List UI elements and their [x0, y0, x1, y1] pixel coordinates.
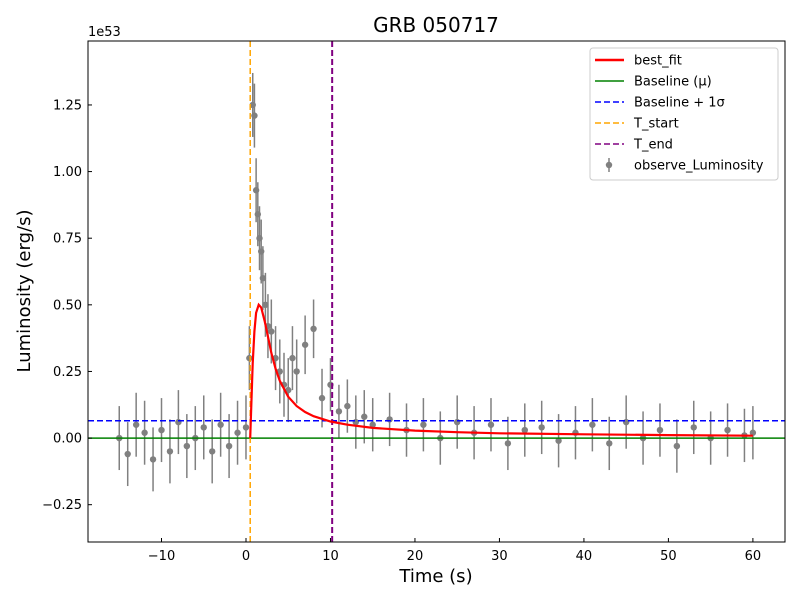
data-point: [256, 235, 263, 242]
y-tick-label: −0.25: [42, 498, 82, 513]
y-tick-label: 0.00: [53, 432, 82, 447]
data-point: [521, 426, 528, 434]
data-point: [262, 301, 269, 309]
ticks: −10 0 10 20 30 40 50 60 −0.25 0.00 0.25 0.50 0.75 1.0…: [42, 98, 761, 564]
legend-swatch-marker: [605, 161, 613, 169]
data-point: [589, 421, 596, 428]
x-tick-label: 30: [491, 549, 508, 564]
data-point: [217, 421, 224, 428]
data-point: [242, 424, 250, 431]
data-point: [310, 325, 317, 333]
data-point: [318, 394, 326, 402]
data-point: [361, 413, 368, 420]
data-point: [200, 424, 207, 431]
x-tick-label: −10: [148, 549, 175, 564]
x-tick-label: 50: [660, 549, 677, 564]
data-point: [141, 429, 148, 436]
data-point: [183, 442, 191, 450]
legend-label: Baseline (μ): [634, 75, 712, 90]
legend-label: best_fit: [634, 54, 682, 69]
data-point: [268, 328, 275, 335]
data-point: [344, 402, 351, 410]
data-point: [656, 426, 664, 434]
axes-frame: [87, 40, 786, 543]
data-point: [453, 418, 461, 426]
data-point: [289, 354, 296, 362]
x-tick-label: 40: [576, 549, 593, 564]
legend-box: [589, 47, 779, 181]
x-tick-label: 60: [745, 549, 762, 564]
data-point: [234, 429, 241, 436]
data-point: [386, 416, 393, 423]
y-tick-label: 0.25: [53, 365, 82, 380]
data-point: [622, 418, 630, 426]
legend-label: Baseline + 1σ: [634, 96, 725, 111]
data-point: [175, 418, 182, 426]
legend-label: T_start: [633, 117, 679, 132]
y-axis-label: Luminosity (erg/s): [14, 210, 35, 373]
data-point: [673, 442, 681, 450]
data-point: [538, 424, 545, 431]
data-point: [504, 440, 512, 447]
data-point: [606, 440, 613, 447]
data-point: [749, 429, 757, 436]
x-tick-label: 0: [242, 549, 250, 564]
y-tick-label: 1.25: [53, 98, 82, 113]
plot-area: [88, 41, 785, 542]
y-tick-label: 1.00: [53, 165, 82, 180]
data-point: [690, 424, 697, 431]
data-point: [249, 101, 256, 109]
data-point: [259, 274, 267, 282]
chart-title: GRB 050717: [373, 13, 499, 37]
data-point: [301, 341, 309, 348]
data-point: [335, 408, 343, 415]
y-tick-label: 0.75: [53, 232, 82, 247]
x-tick-label: 20: [407, 549, 424, 564]
data-point: [352, 418, 360, 426]
data-point: [293, 368, 300, 375]
data-point: [124, 450, 131, 458]
data-point: [251, 112, 258, 119]
data-point: [225, 442, 233, 450]
y-offset-text: 1e53: [88, 25, 121, 40]
legend-label: observe_Luminosity: [634, 159, 764, 174]
data-point: [252, 187, 260, 194]
data-point: [420, 421, 427, 428]
legend-label: T_end: [633, 138, 673, 153]
y-tick-label: 0.50: [53, 298, 82, 313]
data-point: [132, 421, 140, 428]
data-point: [246, 354, 253, 362]
data-point: [149, 456, 157, 463]
legend: best_fit Baseline (μ) Baseline + 1σ T_start…: [589, 47, 779, 181]
data-point: [555, 437, 562, 444]
x-axis-label: Time (s): [398, 566, 472, 587]
x-tick-label: 10: [322, 549, 339, 564]
data-point: [487, 421, 495, 428]
data-point: [158, 426, 165, 434]
data-point: [724, 426, 731, 434]
data-point: [369, 421, 376, 428]
data-point: [254, 211, 262, 218]
best-fit-line: [249, 302, 753, 439]
data-point: [166, 448, 174, 455]
data-point: [257, 248, 265, 255]
data-point: [208, 448, 216, 455]
